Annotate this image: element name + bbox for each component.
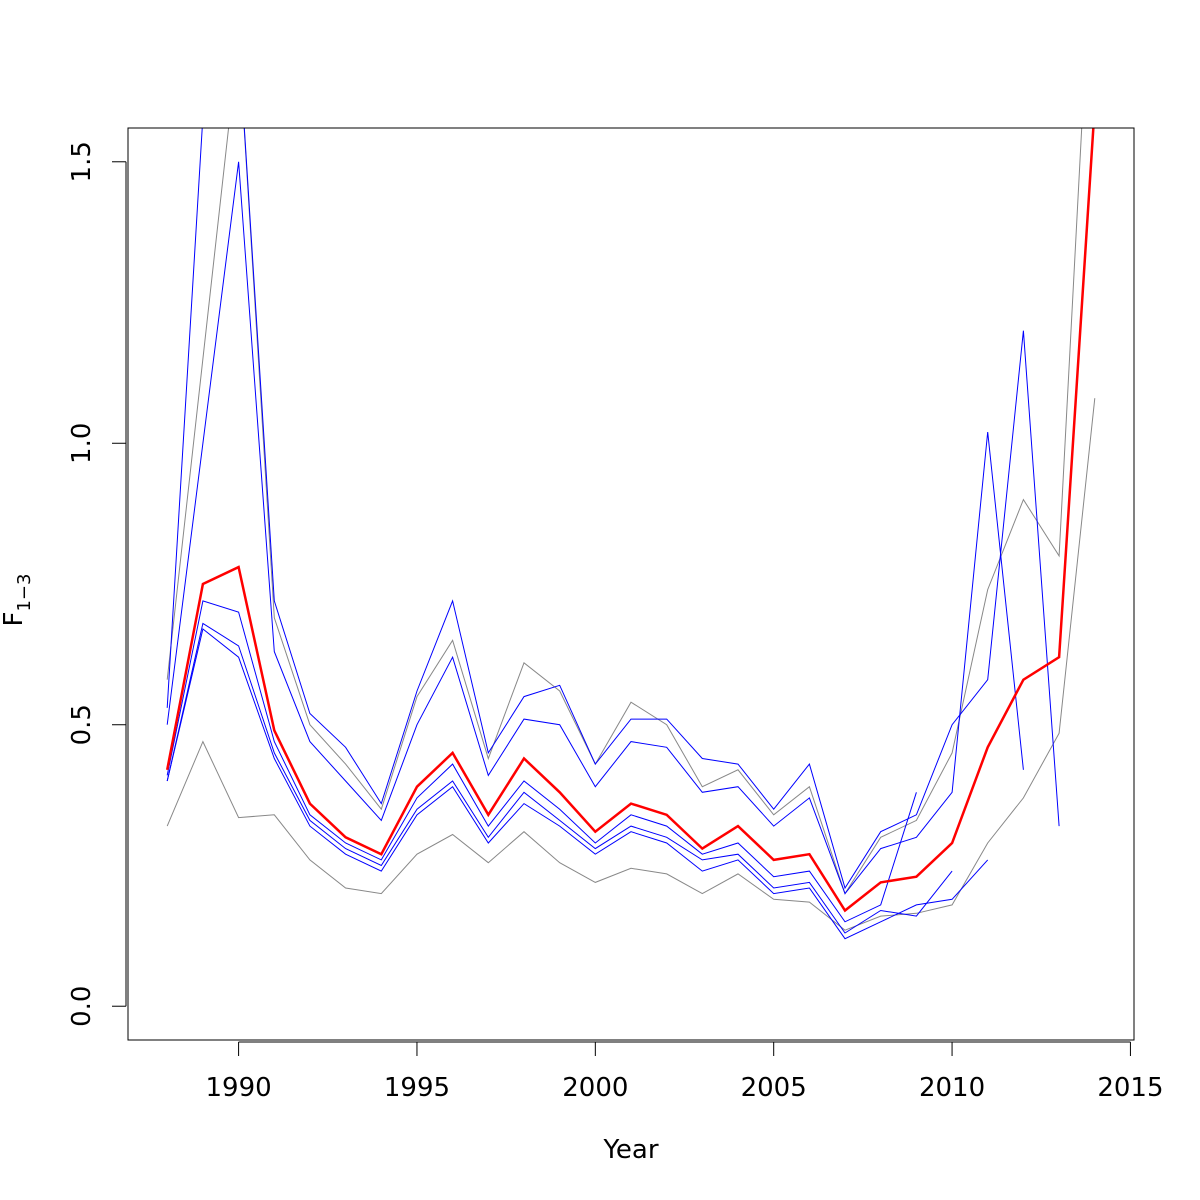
series-line-3 [166, 128, 203, 708]
series-line-7 [166, 622, 953, 934]
y-tick-label: 1.0 [67, 423, 97, 464]
series-line-4 [166, 161, 1024, 895]
x-tick-label: 1995 [384, 1073, 450, 1103]
y-axis: 0.0 0.5 1.0 1.5 [67, 141, 127, 1027]
series-line-8 [166, 628, 989, 940]
y-tick-label: 0.0 [67, 986, 97, 1027]
series-layer [165, 128, 1096, 940]
series-line-2 [166, 128, 1083, 895]
x-tick-label: 1990 [206, 1073, 272, 1103]
series-line-9 [165, 128, 1095, 913]
y-axis-label-main: F [0, 612, 29, 627]
series-line-6 [166, 600, 917, 923]
x-tick-label: 2000 [562, 1073, 628, 1103]
x-tick-label: 2015 [1097, 1073, 1163, 1103]
x-axis-label: Year [602, 1135, 658, 1165]
plot-frame [127, 127, 1135, 1041]
x-tick-label: 2010 [919, 1073, 985, 1103]
y-axis-label: F1−3 [0, 574, 35, 627]
x-tick-label: 2005 [741, 1073, 807, 1103]
y-axis-label-subscript: 1−3 [14, 574, 35, 612]
y-tick-label: 1.5 [67, 141, 97, 182]
series-line-5 [243, 128, 1060, 890]
series-line-1 [166, 398, 1096, 931]
y-tick-label: 0.5 [67, 704, 97, 745]
x-axis: 1990 1995 2000 2005 2010 2015 [206, 1041, 1164, 1103]
